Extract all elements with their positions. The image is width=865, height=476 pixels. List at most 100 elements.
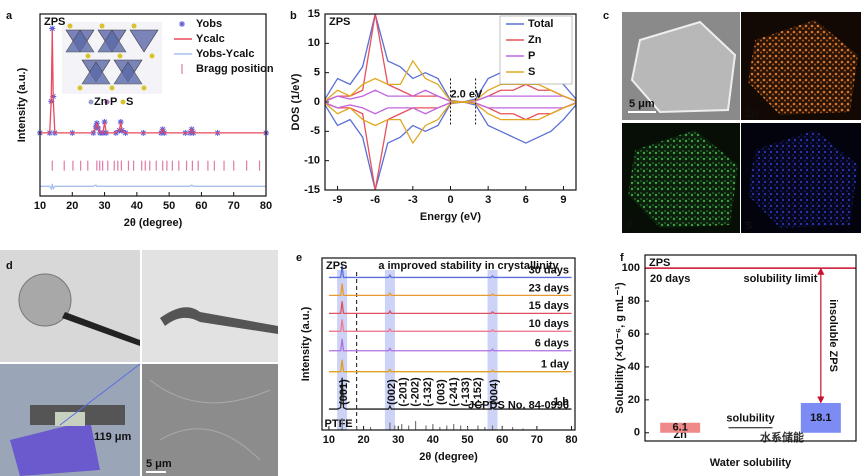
legend-label: Ycalc xyxy=(196,33,225,45)
thickness-label: 119 μm xyxy=(94,431,132,443)
inset-label: S xyxy=(126,96,133,108)
x-axis-label: 2θ (degree) xyxy=(419,451,478,463)
photo-bend xyxy=(142,250,278,362)
panel-d xyxy=(0,250,278,476)
sample-label: ZPS xyxy=(44,16,65,28)
watermark: 水系储能 xyxy=(760,430,804,444)
series-line xyxy=(328,319,572,332)
panel-letter: f xyxy=(620,252,624,264)
gap-label: 2.0 eV xyxy=(451,88,483,100)
arrow-label: insoluble ZPS xyxy=(827,299,839,372)
legend-label: Bragg position xyxy=(196,63,274,75)
series-line xyxy=(40,29,266,134)
x-tick-label: 60 xyxy=(496,434,508,446)
series-line xyxy=(328,359,572,373)
panel-letter: b xyxy=(290,10,297,22)
x-tick-label: 70 xyxy=(531,434,543,446)
y-tick-label: 80 xyxy=(628,295,640,307)
x-tick-label: 80 xyxy=(565,434,577,446)
plot-frame xyxy=(39,13,267,197)
reference-label: JCPDS No. 84-0996 xyxy=(468,399,569,411)
hkl-label: (-132) xyxy=(422,377,434,407)
reference-line-label: PTFE xyxy=(325,418,353,430)
value-label: 18.1 xyxy=(810,412,831,424)
y-axis-label: Solubility (×10⁻⁶, g mL⁻¹) xyxy=(614,282,626,414)
sample-label: ZPS xyxy=(326,260,347,272)
series-line xyxy=(324,59,577,103)
y-tick-label: -5 xyxy=(310,125,320,137)
value-label: 6.1 xyxy=(673,422,688,434)
hkl-label: (-202) xyxy=(410,377,422,407)
obs-marker xyxy=(49,25,56,32)
x-tick-label: 9 xyxy=(560,194,566,206)
series-label: 6 days xyxy=(535,338,569,350)
y-tick-label: 60 xyxy=(628,328,640,340)
hkl-label: (004) xyxy=(488,379,500,405)
y-axis-label: Intensity (a.u.) xyxy=(300,306,312,381)
x-tick-label: 20 xyxy=(357,434,369,446)
legend-symbol xyxy=(179,21,185,27)
legend-label: P xyxy=(528,50,535,62)
conditions-label: 20 days xyxy=(650,273,690,285)
legend-label: Yobs xyxy=(196,18,222,30)
x-tick-label: 0 xyxy=(447,194,453,206)
x-tick-label: -9 xyxy=(333,194,343,206)
hkl-label: (001) xyxy=(338,379,350,405)
x-axis-label: Energy (eV) xyxy=(420,211,481,223)
panel-letter: e xyxy=(296,252,302,264)
panel-letter: c xyxy=(603,10,609,22)
x-tick-label: 30 xyxy=(392,434,404,446)
panel-c xyxy=(622,12,861,233)
series-line xyxy=(40,183,266,191)
sample-label: ZPS xyxy=(329,16,350,28)
x-tick-label: 50 xyxy=(461,434,473,446)
y-tick-label: 10 xyxy=(308,37,320,49)
map-label: P xyxy=(626,220,633,232)
plot-frame xyxy=(324,13,577,191)
y-tick-label: 100 xyxy=(622,262,640,274)
bar xyxy=(660,422,701,433)
x-tick-label: -3 xyxy=(408,194,418,206)
y-tick-label: 15 xyxy=(308,8,320,20)
series-label: 1 day xyxy=(541,359,570,371)
crystal-inset xyxy=(62,22,162,105)
series-label: 30 days xyxy=(529,264,569,276)
series-label: 1 h xyxy=(553,396,569,408)
x-tick-label: 10 xyxy=(323,434,335,446)
x-axis-label: Water solubility xyxy=(710,457,792,469)
x-tick-label: 60 xyxy=(195,200,207,212)
x-tick-label: 10 xyxy=(34,200,46,212)
y-tick-label: -15 xyxy=(304,184,320,196)
x-tick-label: 80 xyxy=(260,200,272,212)
y-tick-label: 0 xyxy=(634,427,640,439)
scale-label: 5 μm xyxy=(146,458,172,470)
series-line xyxy=(328,377,572,410)
y-tick-label: 5 xyxy=(314,67,320,79)
hkl-label: (-133) xyxy=(460,377,472,407)
y-tick-label: 40 xyxy=(628,361,640,373)
bar xyxy=(800,402,841,433)
y-tick-label: 20 xyxy=(628,394,640,406)
y-axis-label: DOS (1/eV) xyxy=(290,73,302,130)
x-tick-label: 30 xyxy=(98,200,110,212)
map-label: S xyxy=(745,220,752,232)
scale-label: 5 μm xyxy=(629,98,655,110)
sample-label: ZPS xyxy=(649,257,670,269)
series-label: 10 days xyxy=(529,318,569,330)
legend-label: Zn xyxy=(528,34,542,46)
middle-label: solubility xyxy=(726,413,775,425)
hkl-label: (-201) xyxy=(398,377,410,407)
legend-label: S xyxy=(528,66,535,78)
series-label: 15 days xyxy=(529,300,569,312)
hkl-label: (-152) xyxy=(472,377,484,407)
x-tick-label: 20 xyxy=(66,200,78,212)
x-tick-label: 70 xyxy=(228,200,240,212)
inset-label: Zn xyxy=(94,96,108,108)
inset-label: P xyxy=(110,96,117,108)
series-line xyxy=(328,265,572,279)
hkl-label: (002) xyxy=(386,379,398,405)
plot-frame xyxy=(321,257,576,431)
x-axis-label: 2θ (degree) xyxy=(124,217,183,229)
